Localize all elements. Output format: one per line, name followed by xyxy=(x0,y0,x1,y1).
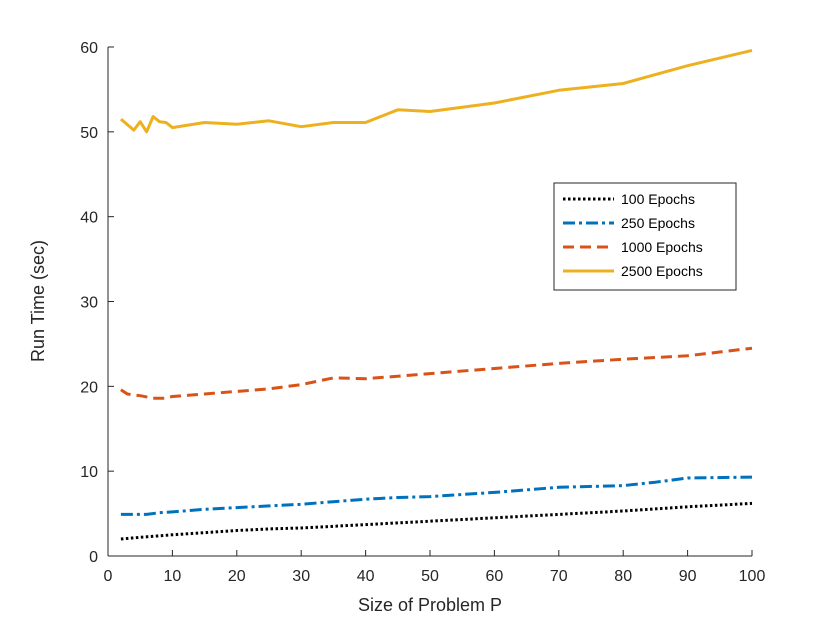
plot-background xyxy=(108,47,752,556)
x-tick-label: 50 xyxy=(421,568,439,585)
x-tick-label: 60 xyxy=(486,568,504,585)
x-tick-label: 80 xyxy=(614,568,632,585)
y-tick-label: 10 xyxy=(80,464,98,481)
legend-label: 250 Epochs xyxy=(621,215,695,231)
legend-label: 100 Epochs xyxy=(621,191,695,207)
series-line-100-epochs xyxy=(120,501,753,541)
y-tick-label: 50 xyxy=(80,125,98,142)
legend: 100 Epochs 250 Epochs 1000 Epochs 2500 Epoc… xyxy=(553,182,737,291)
x-tick-label: 100 xyxy=(739,568,766,585)
x-tick-label: 20 xyxy=(228,568,246,585)
x-ticks: 0 10 20 30 40 50 60 70 80 90 100 xyxy=(104,550,766,585)
legend-label: 2500 Epochs xyxy=(621,263,703,279)
x-tick-label: 90 xyxy=(679,568,697,585)
y-tick-label: 30 xyxy=(80,295,98,312)
x-tick-label: 70 xyxy=(550,568,568,585)
legend-items: 100 Epochs 250 Epochs 1000 Epochs 2500 Epoc… xyxy=(563,191,703,279)
y-tick-label: 60 xyxy=(80,40,98,57)
x-tick-label: 10 xyxy=(164,568,182,585)
x-tick-label: 40 xyxy=(357,568,375,585)
series-layer xyxy=(119,48,753,541)
x-axis-title: Size of Problem P xyxy=(358,595,502,615)
y-axis-title: Run Time (sec) xyxy=(28,240,48,362)
y-ticks: 0 10 20 30 40 50 60 xyxy=(80,40,114,566)
x-tick-label: 0 xyxy=(104,568,113,585)
y-tick-label: 0 xyxy=(89,549,98,566)
y-tick-label: 40 xyxy=(80,210,98,227)
legend-label: 1000 Epochs xyxy=(621,239,703,255)
series-line-250-epochs xyxy=(120,475,753,516)
y-tick-label: 20 xyxy=(80,379,98,396)
x-tick-label: 30 xyxy=(292,568,310,585)
series-line-2500-epochs xyxy=(119,48,753,134)
